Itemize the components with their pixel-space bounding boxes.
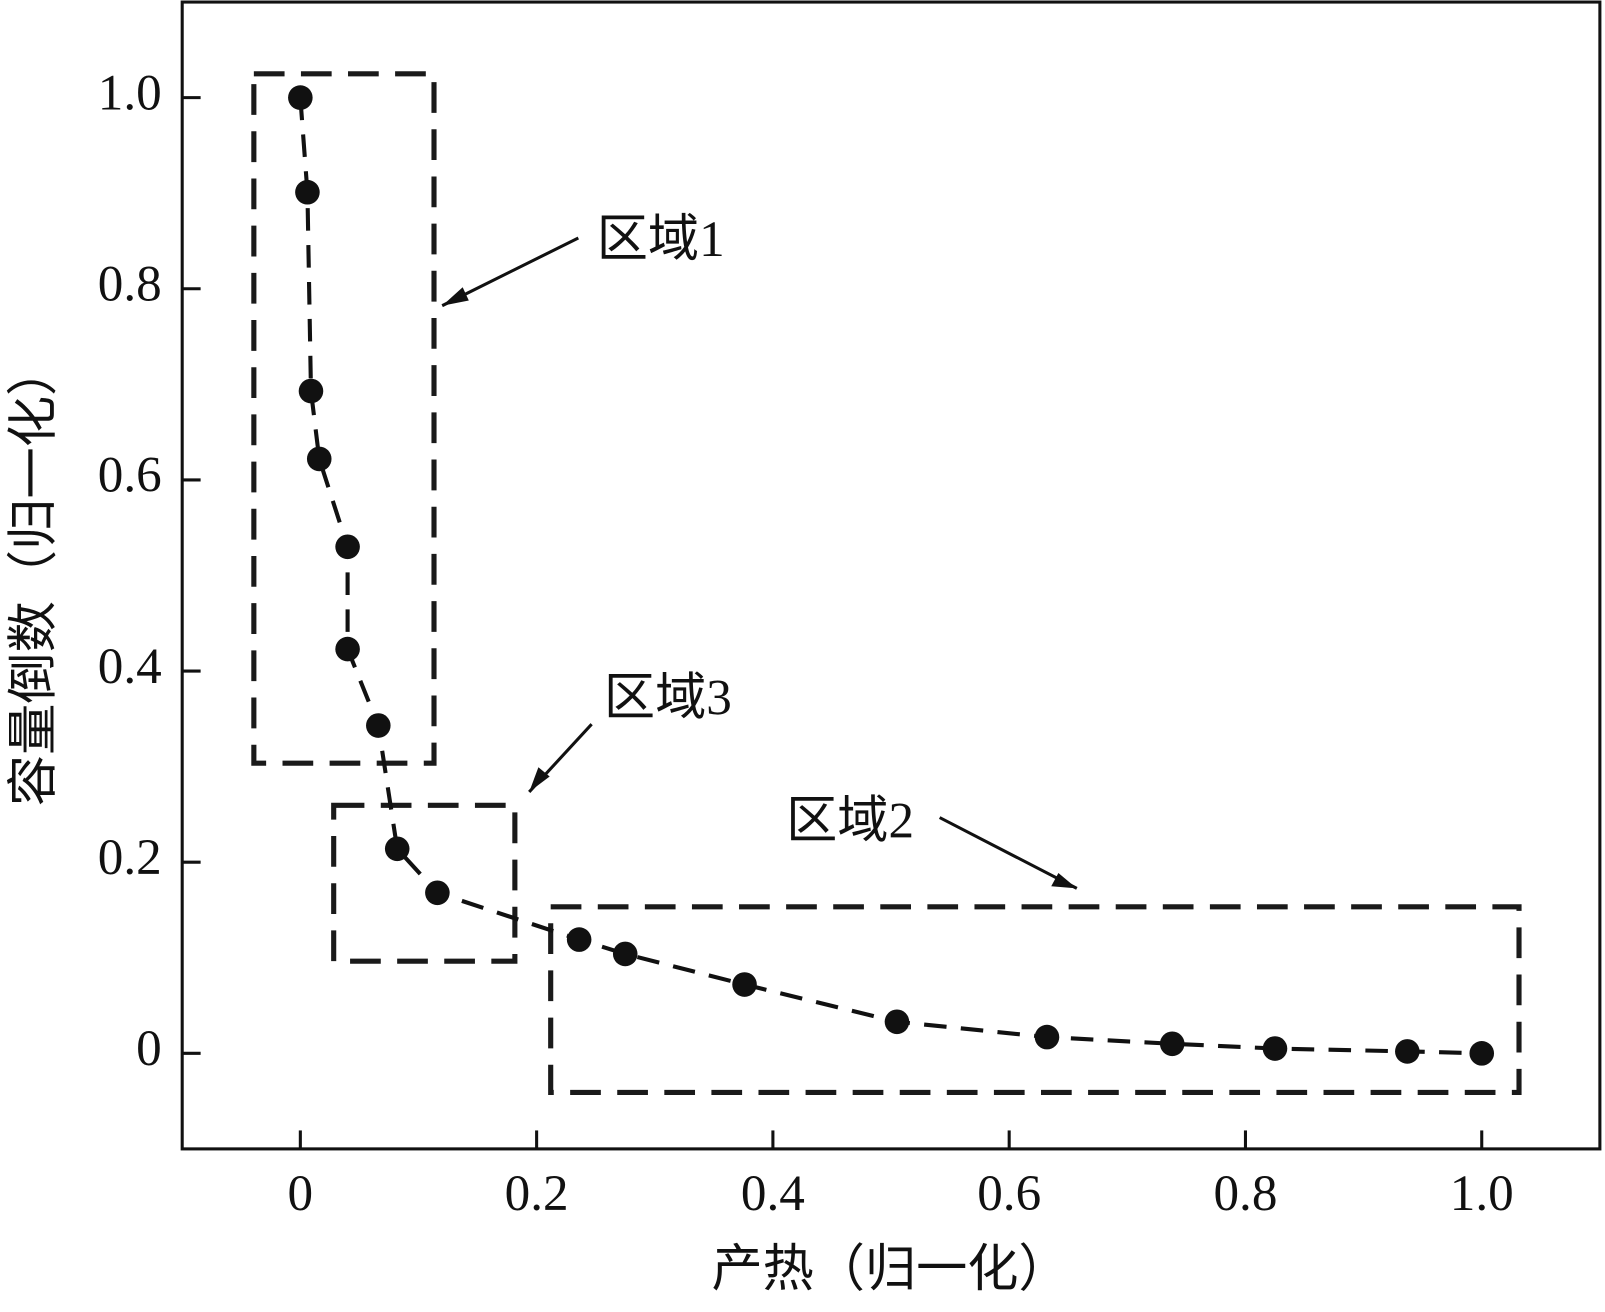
x-tick-label: 0.6 <box>977 1165 1041 1222</box>
point <box>306 446 332 472</box>
annotation: 区域1 <box>597 211 725 268</box>
point <box>732 972 757 997</box>
x-tick-label: 0.2 <box>505 1165 569 1222</box>
arrow-head <box>442 287 469 306</box>
point <box>612 941 638 967</box>
point <box>335 636 360 662</box>
point <box>366 713 391 738</box>
y-tick-label: 0.6 <box>98 447 162 504</box>
x-tick-label: 0.4 <box>741 1165 805 1222</box>
arrow-head <box>1051 872 1077 889</box>
region-box <box>331 802 518 964</box>
x-tick-label: 1.0 <box>1450 1165 1514 1222</box>
plot-frame <box>180 0 1602 1151</box>
point <box>884 1009 910 1035</box>
y-tick-label: 0 <box>136 1020 162 1077</box>
point <box>1395 1039 1420 1064</box>
region-box <box>251 71 437 766</box>
point <box>295 179 320 205</box>
y-tick-label: 0.2 <box>98 829 162 886</box>
point <box>335 534 360 560</box>
point <box>384 836 410 862</box>
point <box>1469 1041 1495 1066</box>
region-box <box>548 904 1522 1096</box>
point <box>298 378 324 404</box>
annotation: 区域2 <box>786 792 914 849</box>
x-tick-label: 0 <box>288 1165 314 1222</box>
y-tick-label: 0.8 <box>98 255 162 312</box>
point <box>1159 1031 1185 1057</box>
point <box>566 927 592 952</box>
y-tick-label: 0.4 <box>98 638 162 695</box>
arrow-head <box>529 767 550 792</box>
point <box>1034 1024 1060 1050</box>
point <box>1262 1036 1288 1061</box>
trend-line <box>298 97 1482 1056</box>
point <box>288 85 313 110</box>
y-tick-label: 1.0 <box>98 64 162 121</box>
arrow <box>938 816 1078 890</box>
x-tick-label: 0.8 <box>1213 1165 1277 1222</box>
x-axis-label: 产热（归一化） <box>711 1241 1069 1298</box>
point <box>425 880 450 906</box>
annotation: 区域3 <box>604 669 732 726</box>
y-axis-label: 容量倒数（归一化） <box>6 345 63 806</box>
